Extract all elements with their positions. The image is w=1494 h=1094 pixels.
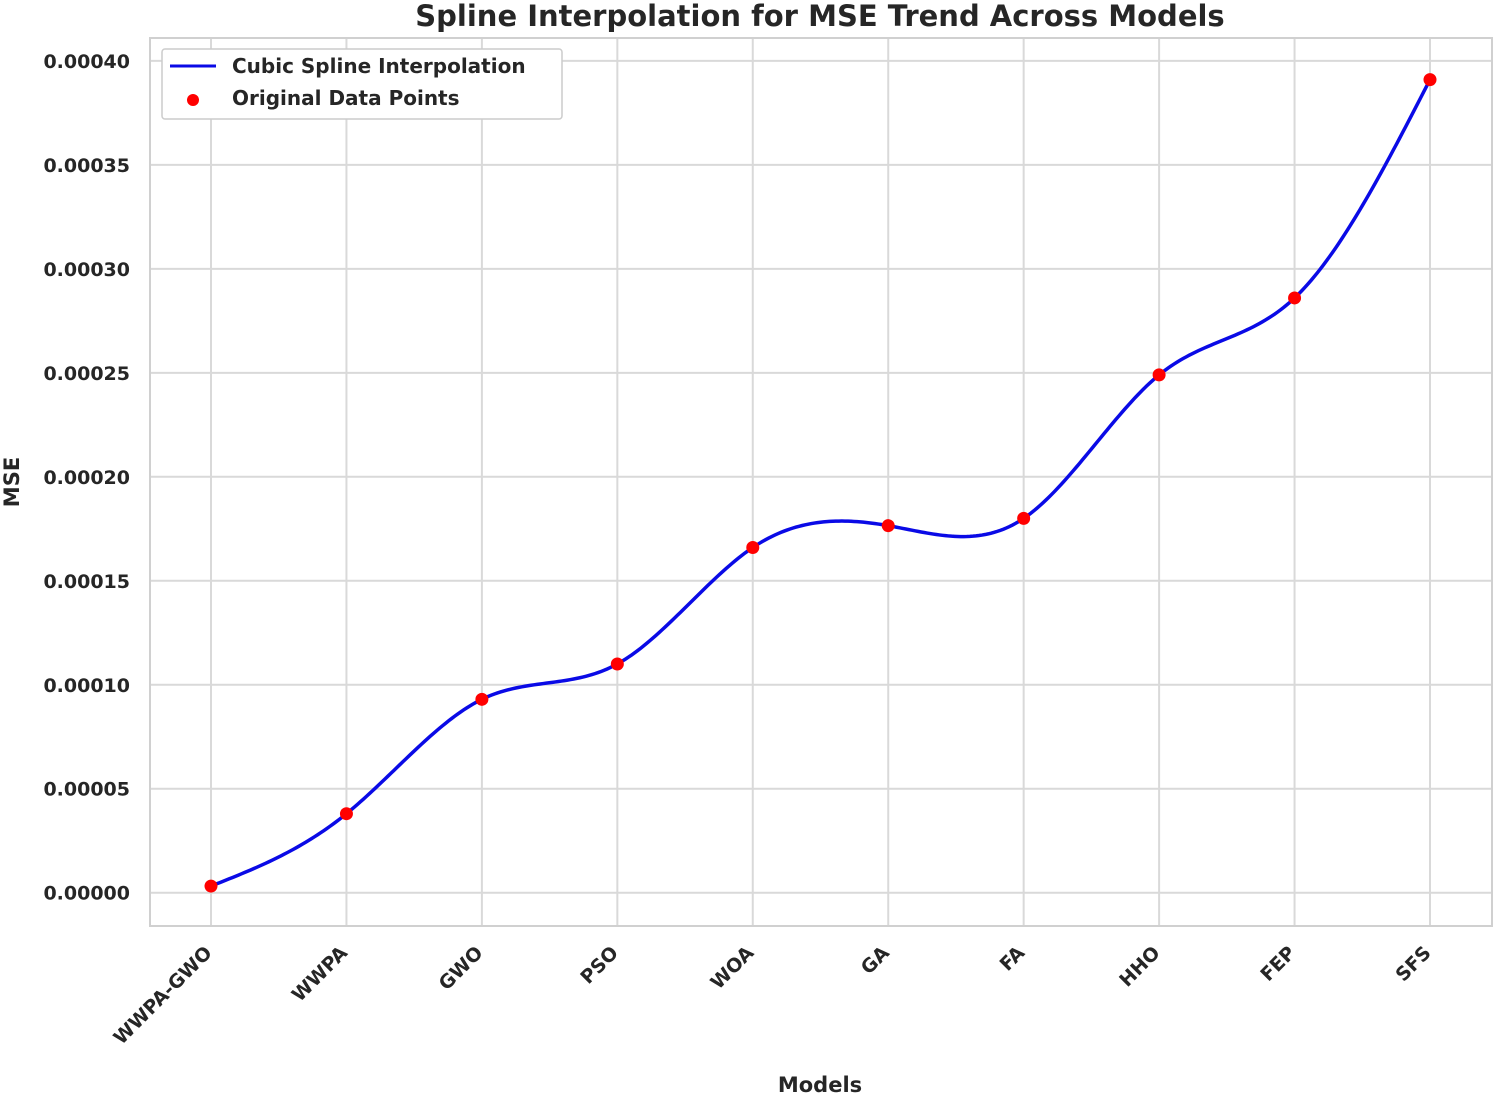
x-tick-label: GA bbox=[857, 942, 894, 979]
y-tick-label: 0.00020 bbox=[43, 467, 130, 489]
x-tick-label: GWO bbox=[435, 942, 488, 995]
spline-line bbox=[210, 78, 1432, 888]
data-point bbox=[204, 879, 218, 893]
y-tick-label: 0.00000 bbox=[43, 883, 130, 905]
y-axis-label: MSE bbox=[0, 457, 24, 507]
x-axis-label: Models bbox=[778, 1073, 862, 1094]
grid-lines bbox=[150, 38, 1492, 926]
y-tick-label: 0.00040 bbox=[43, 51, 130, 73]
x-tick-label: WOA bbox=[706, 942, 758, 994]
data-point bbox=[1017, 511, 1031, 525]
plot-frame bbox=[149, 37, 1493, 927]
legend: Cubic Spline Interpolation Original Data… bbox=[161, 48, 563, 120]
data-series bbox=[204, 73, 1437, 893]
x-tick-labels: WWPA-GWO WWPA GWO PSO WOA GA FA HHO FEP SFS bbox=[109, 942, 1435, 1049]
x-tick-label: HHO bbox=[1115, 942, 1164, 991]
data-point bbox=[1288, 291, 1302, 305]
y-tick-labels: 0.00000 0.00005 0.00010 0.00015 0.00020 0.000… bbox=[43, 51, 130, 905]
y-tick-label: 0.00030 bbox=[43, 259, 130, 281]
legend-dot-swatch bbox=[187, 94, 199, 106]
data-point bbox=[881, 519, 895, 533]
x-tick-label: SFS bbox=[1391, 942, 1435, 986]
legend-box bbox=[161, 48, 563, 120]
data-point bbox=[610, 657, 624, 671]
x-tick-label: FEP bbox=[1256, 942, 1300, 986]
chart-title: Spline Interpolation for MSE Trend Acros… bbox=[415, 0, 1224, 33]
data-point bbox=[475, 692, 489, 706]
legend-label-points: Original Data Points bbox=[232, 86, 460, 110]
data-point bbox=[339, 807, 353, 821]
y-tick-label: 0.00035 bbox=[43, 155, 130, 177]
x-tick-label: WWPA bbox=[288, 942, 352, 1006]
x-tick-label: FA bbox=[996, 942, 1030, 976]
y-tick-label: 0.00025 bbox=[43, 363, 130, 385]
y-tick-label: 0.00015 bbox=[43, 571, 130, 593]
data-point bbox=[746, 541, 760, 555]
legend-label-spline: Cubic Spline Interpolation bbox=[232, 54, 526, 78]
y-tick-label: 0.00010 bbox=[43, 675, 130, 697]
x-tick-label: WWPA-GWO bbox=[109, 942, 216, 1049]
y-tick-label: 0.00005 bbox=[43, 779, 130, 801]
data-point bbox=[1152, 368, 1166, 382]
data-point bbox=[1423, 73, 1437, 87]
x-tick-label: PSO bbox=[576, 942, 623, 989]
